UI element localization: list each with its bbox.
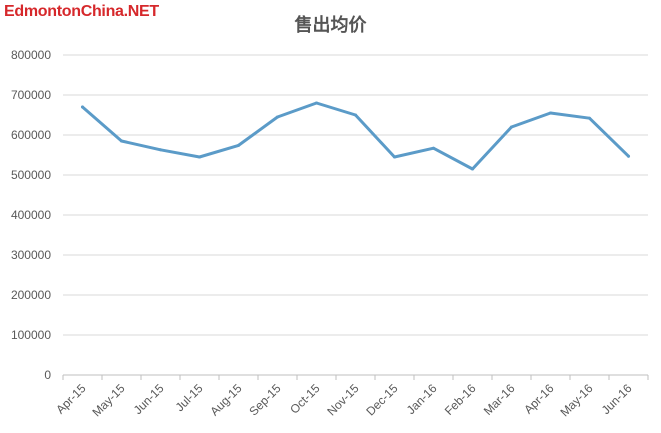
data-point [120,139,123,143]
x-tick-label: Jan-16 [404,381,440,417]
data-point [627,154,630,158]
data-point [393,155,396,159]
data-point [276,115,279,119]
data-point [198,155,201,159]
y-tick-label: 700000 [11,88,51,102]
watermark-logo: EdmontonChina.NET [4,3,159,20]
x-tick-label: Jun-15 [131,381,167,417]
data-point [510,125,513,129]
data-point [549,111,552,115]
y-tick-label: 400000 [11,208,51,222]
y-tick-label: 800000 [11,48,51,62]
y-tick-label: 600000 [11,128,51,142]
data-point [159,148,162,152]
x-tick-label: Dec-15 [363,381,400,418]
data-point [471,167,474,171]
x-tick-label: Jul-15 [173,381,206,414]
data-point [315,101,318,105]
data-point [588,116,591,120]
x-tick-label: Nov-15 [324,381,361,418]
x-tick-label: May-16 [557,381,595,419]
x-tick-label: Sep-15 [246,381,283,418]
chart-title: 售出均价 [294,15,367,36]
y-tick-label: 0 [44,368,51,382]
x-tick-label: Mar-16 [481,381,518,418]
y-tick-label: 300000 [11,248,51,262]
data-point [81,105,84,109]
x-tick-label: Apr-16 [521,381,557,417]
y-tick-label: 200000 [11,288,51,302]
data-point [432,146,435,150]
y-tick-label: 500000 [11,168,51,182]
x-tick-label: Jun-16 [599,381,635,417]
x-tick-label: Apr-15 [53,381,89,417]
y-tick-label: 100000 [11,328,51,342]
series-line [81,101,630,171]
x-tick-label: Oct-15 [287,381,323,417]
x-tick-label: May-15 [89,381,127,419]
x-tick-label: Feb-16 [442,381,479,418]
data-point [354,113,357,117]
data-point [237,143,240,147]
x-tick-label: Aug-15 [207,381,244,418]
